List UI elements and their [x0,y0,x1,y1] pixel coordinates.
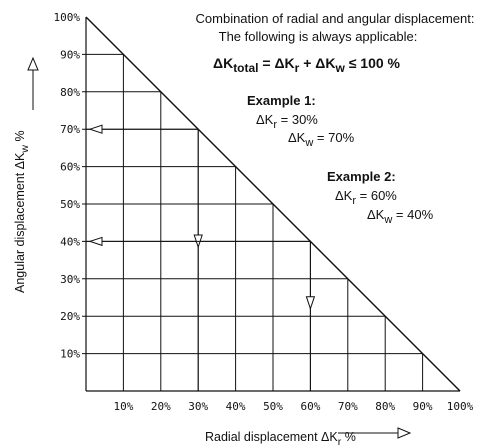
x-axis-arrow-icon [338,427,412,439]
y-axis-label: Angular displacement ΔKw % [13,130,31,293]
x-tick-labels: 10% 20% 30% 40% 50% 60% 70% 80% 90% 100% [113,400,473,413]
example1-kr: ΔKr = 30% [256,112,318,131]
y-tick-label: 100% [54,11,81,24]
y-tick-label: 50% [60,198,80,211]
left-arrow-icon [88,124,103,134]
left-arrow-icon [88,236,103,247]
y-tick-label: 70% [60,123,80,136]
x-tick-label: 10% [113,400,133,413]
x-tick-label: 40% [226,400,246,413]
info-line-1: Combination of radial and angular displa… [196,11,475,26]
down-arrow-icon [305,296,316,311]
y-tick-label: 90% [60,48,80,61]
y-tick-label: 10% [60,348,80,361]
limit-line [85,16,461,392]
y-axis-arrow-icon [27,56,39,110]
y-tick-label: 80% [60,86,80,99]
example2-kw: ΔKw = 40% [367,207,434,226]
y-tick-labels: 10% 20% 30% 40% 50% 60% 70% 80% 90% 100% [54,11,81,361]
y-tick-label: 60% [60,161,80,174]
y-tick-label: 40% [60,235,80,248]
x-tick-label: 90% [413,400,433,413]
example1-kw: ΔKw = 70% [288,130,355,149]
y-tick-label: 30% [60,273,80,286]
x-axis-label: Radial displacement ΔKr % [205,430,356,446]
example1-title: Example 1: [247,93,316,108]
x-tick-label: 20% [151,400,171,413]
limit-line-segment [85,16,461,392]
x-tick-label: 70% [338,400,358,413]
x-tick-label: 80% [375,400,395,413]
x-tick-label: 60% [300,400,320,413]
y-tick-label: 20% [60,310,80,323]
info-line-2: The following is always applicable: [219,29,418,44]
x-tick-label: 30% [188,400,208,413]
formula: ΔKtotal = ΔKr + ΔKw ≤ 100 % [213,55,401,75]
x-tick-label: 100% [447,400,474,413]
example2-kr: ΔKr = 60% [335,188,397,207]
example-annotations [86,124,316,391]
example2-title: Example 2: [327,169,396,184]
x-tick-label: 50% [263,400,283,413]
